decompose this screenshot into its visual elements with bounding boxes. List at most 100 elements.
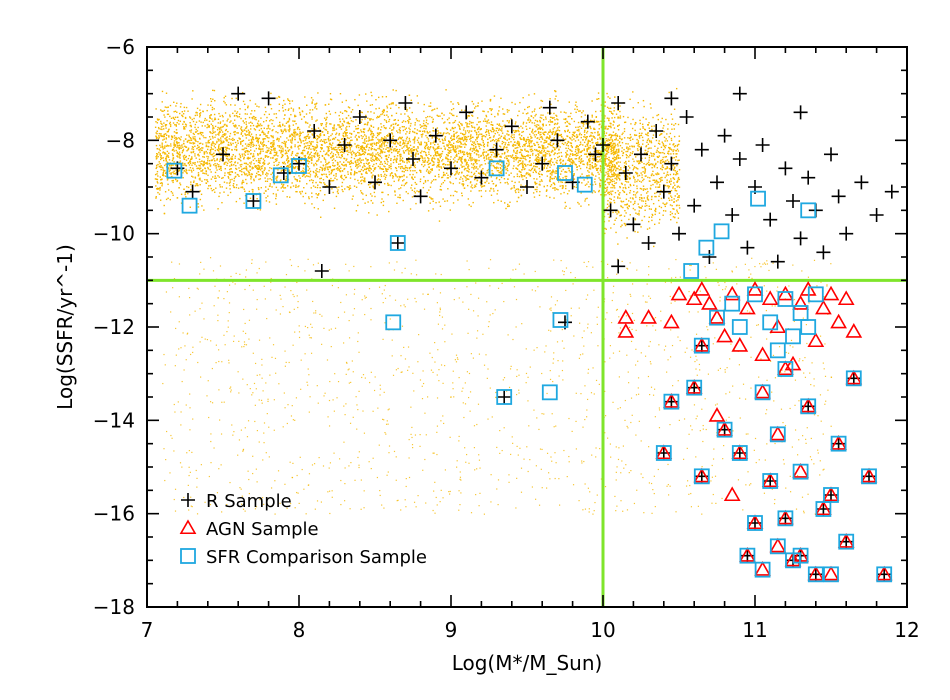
density-dot [189, 160, 192, 163]
density-dot [287, 150, 290, 153]
density-dot [501, 126, 503, 128]
density-dot [577, 148, 580, 150]
density-dot [229, 114, 231, 116]
density-dot [176, 151, 178, 153]
density-dot [607, 151, 610, 154]
density-dot [164, 153, 166, 155]
density-dot [468, 123, 471, 125]
density-dot [490, 140, 492, 142]
density-dot [261, 143, 263, 145]
density-dot [454, 156, 456, 159]
density-dot [243, 122, 245, 124]
density-dot [482, 141, 484, 144]
density-dot [464, 143, 466, 146]
density-dot [458, 127, 461, 130]
density-dot [551, 178, 554, 180]
density-dot [465, 140, 468, 142]
density-dot [274, 158, 277, 161]
density-dot [559, 159, 561, 162]
density-dot [259, 123, 262, 125]
density-dot [285, 151, 287, 153]
density-dot [163, 170, 165, 172]
density-dot [271, 122, 273, 125]
density-dot [237, 187, 240, 189]
density-dot [378, 139, 381, 141]
density-dot [178, 146, 180, 149]
density-dot [315, 102, 318, 105]
density-dot [539, 126, 541, 128]
density-dot [377, 133, 380, 135]
density-dot [594, 183, 597, 185]
density-dot [427, 179, 429, 182]
density-dot [155, 156, 157, 158]
density-dot [599, 166, 602, 168]
density-dot [477, 134, 480, 136]
density-dot [457, 139, 459, 142]
density-dot [235, 148, 238, 151]
density-dot [599, 158, 601, 161]
density-dot [471, 150, 474, 152]
density-dot [451, 127, 454, 130]
density-dot [528, 141, 530, 143]
density-dot [567, 159, 569, 161]
density-dot [487, 119, 490, 121]
density-dot [236, 115, 238, 117]
density-dot [480, 128, 482, 130]
density-dot [456, 135, 459, 138]
density-dot [611, 144, 614, 147]
density-dot [475, 139, 477, 141]
density-dot [477, 150, 479, 152]
density-dot [317, 184, 319, 186]
density-dot [289, 163, 292, 165]
density-dot [613, 121, 615, 123]
density-dot [364, 149, 367, 151]
density-dot [202, 132, 204, 134]
density-dot [325, 164, 327, 166]
density-dot [525, 159, 527, 161]
density-dot [224, 168, 227, 170]
density-dot [321, 140, 324, 143]
density-dot [257, 154, 259, 156]
density-dot [598, 173, 600, 175]
density-dot [251, 166, 254, 168]
density-dot [429, 171, 432, 173]
density-dot [328, 103, 330, 105]
density-dot [207, 180, 209, 183]
density-dot [367, 121, 369, 124]
density-dot [471, 100, 473, 103]
density-dot [287, 157, 289, 159]
density-dot [267, 163, 269, 165]
density-dot [566, 193, 569, 195]
density-dot [549, 135, 551, 137]
density-dot [163, 128, 165, 130]
density-dot [322, 164, 325, 167]
density-dot [385, 95, 388, 98]
density-dot [273, 164, 275, 167]
density-dot [459, 178, 461, 180]
density-dot [325, 125, 327, 128]
density-dot [564, 163, 566, 166]
density-dot [366, 167, 369, 170]
density-dot [446, 157, 448, 159]
density-dot [380, 157, 383, 159]
density-dot [611, 117, 613, 119]
density-dot [330, 134, 332, 137]
density-dot [533, 142, 535, 145]
density-dot [537, 153, 539, 155]
density-dot [220, 139, 222, 141]
density-dot [490, 109, 492, 112]
density-dot [426, 161, 429, 163]
density-dot [535, 149, 537, 152]
density-dot [553, 116, 555, 119]
density-dot [575, 111, 577, 114]
density-dot [438, 176, 440, 178]
density-dot [518, 141, 520, 143]
density-dot [221, 114, 224, 117]
density-dot [360, 146, 362, 149]
density-dot [451, 126, 454, 129]
density-dot [309, 170, 312, 172]
density-dot [163, 159, 165, 162]
density-dot [301, 157, 303, 159]
density-dot [419, 178, 422, 180]
density-dot [427, 210, 430, 212]
